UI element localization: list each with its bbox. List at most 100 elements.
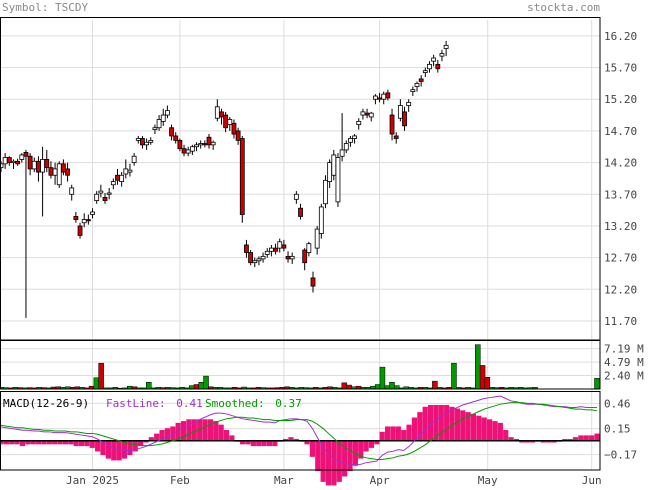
macd-histogram-bar xyxy=(180,421,187,441)
macd-histogram-bar xyxy=(444,405,450,441)
candle-down xyxy=(244,244,249,253)
candle-up xyxy=(152,127,158,131)
macd-histogram-bar xyxy=(540,440,546,443)
macd-tick-label: 0.15 xyxy=(604,423,631,436)
macd-histogram-bar xyxy=(78,440,85,447)
candle-up xyxy=(135,138,141,141)
volume-tick-label: 7.19 M xyxy=(604,343,644,356)
macd-histogram-bar xyxy=(170,426,176,441)
macd-histogram-bar xyxy=(594,433,600,441)
macd-histogram-bar xyxy=(374,440,380,445)
macd-histogram-bar xyxy=(293,438,299,441)
candle-up xyxy=(348,138,353,143)
candle-down xyxy=(239,138,245,215)
macd-histogram-bar xyxy=(9,440,15,445)
candle-down xyxy=(273,247,278,252)
macd-histogram-bar xyxy=(309,440,316,457)
candle-layer xyxy=(0,40,449,318)
candle-down xyxy=(393,135,399,139)
volume-bar xyxy=(146,382,152,390)
macd-histogram-bar xyxy=(449,406,455,441)
macd-histogram-bar xyxy=(470,413,477,441)
macd-histogram-bar xyxy=(57,440,63,445)
candle-down xyxy=(202,143,208,146)
macd-tick-label: −0.17 xyxy=(604,449,637,462)
candle-up xyxy=(19,154,25,160)
candle-down xyxy=(169,127,174,137)
price-tick-label: 14.70 xyxy=(604,125,637,138)
macd-histogram-bar xyxy=(95,440,101,452)
candle-up xyxy=(127,169,133,173)
price-tick-label: 13.20 xyxy=(604,220,637,233)
macd-histogram-bar xyxy=(331,440,337,486)
macd-histogram-bar xyxy=(551,440,557,443)
macd-histogram-bar xyxy=(417,412,423,441)
candle-up xyxy=(210,141,216,146)
candle-up xyxy=(2,157,8,165)
candle-down xyxy=(285,255,291,260)
macd-histogram-bar xyxy=(524,440,530,443)
frame-layer xyxy=(0,17,601,471)
macd-histogram-bar xyxy=(202,419,208,441)
candle-down xyxy=(85,219,91,222)
volume-bar xyxy=(432,380,438,390)
candle-up xyxy=(381,93,387,100)
volume-panel-frame xyxy=(0,340,601,390)
price-tick-label: 14.20 xyxy=(604,157,637,170)
candle-down xyxy=(435,63,441,70)
macd-histogram-bar xyxy=(342,440,348,477)
candle-down xyxy=(310,277,316,287)
candle-up xyxy=(439,53,445,57)
candle-down xyxy=(281,244,287,249)
macd-histogram-bar xyxy=(245,440,251,445)
candle-up xyxy=(422,70,428,73)
candle-up xyxy=(106,192,112,195)
volume-bar xyxy=(389,382,395,390)
candle-up xyxy=(360,111,366,116)
candle-up xyxy=(98,190,104,194)
label-layer: MACD(12-26-9) FastLine: 0.41 Smoothed: 0… xyxy=(3,30,644,487)
candle-up xyxy=(306,243,312,253)
candle-up xyxy=(256,258,262,262)
macd-histogram-bar xyxy=(519,440,525,443)
macd-histogram-bar xyxy=(143,440,149,443)
macd-histogram-bar xyxy=(213,421,219,441)
candle-up xyxy=(331,154,337,176)
candle-up xyxy=(339,149,345,157)
candle-up xyxy=(252,260,258,264)
candle-up xyxy=(406,101,412,106)
candle-down xyxy=(73,216,79,221)
candle-down xyxy=(206,136,212,146)
macd-histogram-bar xyxy=(175,422,181,441)
volume-layer xyxy=(0,344,600,390)
candle-up xyxy=(52,168,58,176)
candle-up xyxy=(227,119,233,125)
candle-down xyxy=(402,111,407,127)
symbol-label: Symbol: TSCDY xyxy=(2,1,89,14)
candle-down xyxy=(248,252,254,264)
macd-histogram-bar xyxy=(127,440,133,456)
candle-up xyxy=(260,255,266,260)
macd-histogram-bar xyxy=(30,440,36,445)
candle-down xyxy=(389,114,395,135)
volume-bar xyxy=(393,385,400,390)
candle-down xyxy=(15,160,21,165)
macd-histogram-bar xyxy=(111,440,117,461)
macd-fast-caption: FastLine: 0.41 xyxy=(106,397,203,410)
volume-bar xyxy=(341,382,348,390)
candle-up xyxy=(343,143,349,151)
macd-histogram-bar xyxy=(84,440,90,447)
macd-histogram-bar xyxy=(411,417,418,441)
candle-up xyxy=(293,193,299,200)
candle-up xyxy=(69,187,75,195)
macd-histogram-bar xyxy=(406,424,412,441)
macd-histogram-bar xyxy=(52,440,58,445)
macd-histogram-bar xyxy=(379,431,385,441)
candle-down xyxy=(298,207,303,217)
candle-up xyxy=(314,228,320,249)
macd-histogram-bar xyxy=(35,440,42,445)
macd-histogram-bar xyxy=(422,406,428,441)
price-tick-label: 12.20 xyxy=(604,283,637,296)
